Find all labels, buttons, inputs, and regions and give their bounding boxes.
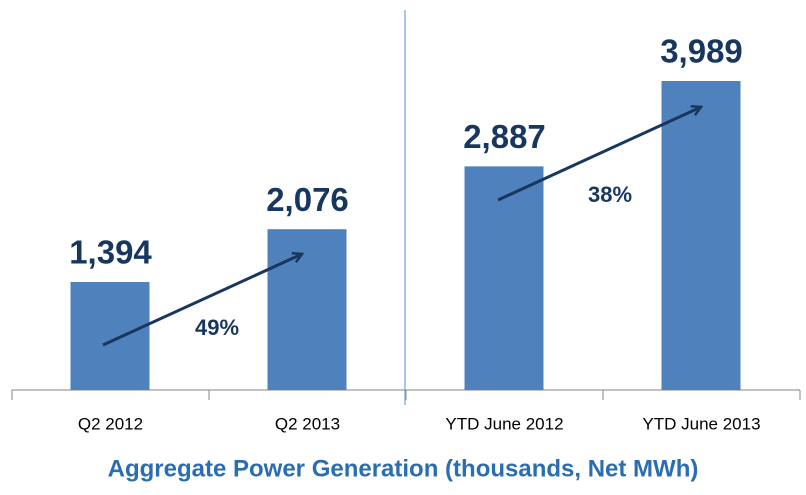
bar: [661, 81, 741, 390]
value-label: 2,076: [266, 181, 349, 218]
growth-arrow: [497, 107, 701, 202]
annotation: 38%: [588, 182, 632, 207]
value-label: 2,887: [463, 118, 546, 155]
value-label: 3,989: [660, 33, 743, 70]
x-tick-label: Q2 2013: [275, 414, 340, 433]
bar: [464, 166, 544, 390]
chart-title: Aggregate Power Generation (thousands, N…: [108, 455, 699, 482]
bar: [267, 229, 347, 390]
growth-arrow: [102, 254, 302, 347]
x-tick-label: YTD June 2013: [642, 414, 760, 433]
bar: [70, 282, 150, 390]
x-tick-label: YTD June 2012: [445, 414, 563, 433]
bars: [70, 81, 741, 390]
x-tick-label: Q2 2012: [78, 414, 143, 433]
annotation: 49%: [195, 315, 239, 340]
value-label: 1,394: [69, 234, 152, 271]
